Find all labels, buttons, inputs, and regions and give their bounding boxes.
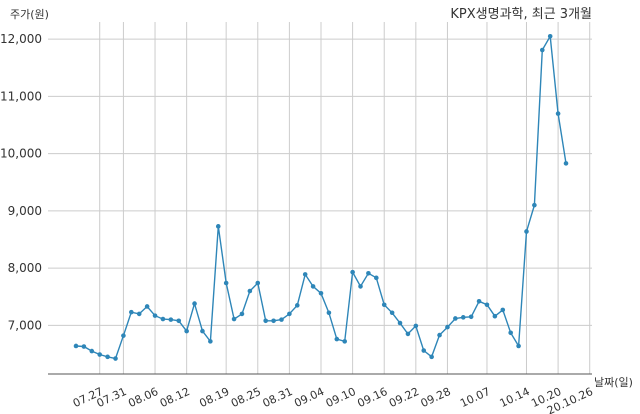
data-point: [421, 348, 427, 353]
data-point: [405, 331, 411, 337]
data-point: [468, 314, 474, 320]
data-point: [81, 344, 87, 349]
x-tick-label: 08.19: [197, 385, 231, 410]
data-point: [334, 336, 340, 342]
data-point: [263, 318, 268, 324]
x-tick-label: 08.06: [126, 385, 160, 410]
data-point: [326, 310, 332, 316]
x-tick-label: 10.14: [498, 385, 532, 410]
data-point: [239, 311, 245, 317]
x-tick-label: 09.22: [387, 385, 421, 410]
data-point: [524, 229, 529, 234]
data-point: [97, 352, 103, 357]
data-point: [492, 313, 498, 319]
data-point: [532, 202, 537, 208]
x-tick-label: 08.12: [158, 385, 192, 410]
data-point: [453, 316, 458, 321]
data-point: [279, 317, 284, 322]
data-point: [73, 343, 79, 349]
data-point: [366, 270, 371, 276]
data-point: [413, 323, 419, 329]
data-point: [208, 339, 213, 344]
x-tick-label: 09.04: [292, 385, 326, 410]
data-point: [192, 301, 197, 306]
data-point: [389, 310, 395, 316]
y-axis-label: 주가(원): [10, 8, 49, 21]
data-point: [547, 34, 553, 39]
data-point: [152, 313, 158, 318]
data-point: [136, 311, 142, 317]
data-point: [255, 280, 261, 286]
data-point: [381, 302, 387, 308]
data-point: [555, 111, 561, 116]
data-point: [539, 47, 545, 53]
data-point: [374, 275, 379, 281]
data-point: [223, 280, 229, 286]
chart-title: KPX생명과학, 최근 3개월: [450, 7, 592, 22]
data-point: [113, 356, 118, 361]
gridlines: [48, 22, 592, 374]
data-point: [350, 269, 355, 275]
y-tick-label: 7,000: [8, 318, 42, 332]
data-point: [310, 284, 316, 289]
y-tick-label: 11,000: [0, 89, 42, 103]
data-point: [121, 333, 126, 338]
data-point: [437, 332, 442, 338]
x-tick-label: 10.07: [458, 385, 492, 410]
x-tick-label: 08.25: [229, 385, 263, 410]
data-point: [484, 302, 490, 308]
data-point: [160, 316, 166, 322]
data-point: [563, 161, 569, 166]
data-point: [247, 288, 253, 294]
data-point: [184, 328, 189, 334]
y-tick-label: 10,000: [0, 147, 42, 161]
data-point: [231, 316, 237, 322]
data-point: [215, 224, 221, 229]
data-point: [176, 318, 182, 324]
y-tick-labels: 7,000 8,000 9,000 10,000 11,000 12,000: [0, 32, 42, 332]
data-point: [302, 272, 308, 277]
x-axis-label: 날짜(일): [594, 375, 633, 389]
x-tick-label: 08.31: [261, 385, 295, 410]
data-point: [429, 354, 434, 360]
data-point: [516, 343, 521, 349]
data-point: [89, 348, 95, 354]
data-point: [500, 307, 506, 313]
data-point: [397, 320, 403, 326]
data-point: [445, 324, 450, 330]
data-point: [476, 299, 482, 304]
data-point: [342, 339, 348, 344]
y-tick-label: 12,000: [0, 32, 42, 46]
y-tick-label: 9,000: [8, 204, 42, 218]
x-tick-label: 09.10: [324, 385, 358, 410]
data-point: [358, 284, 363, 289]
data-point: [129, 309, 134, 315]
data-point: [271, 318, 276, 324]
data-point: [294, 303, 300, 308]
data-point: [144, 304, 150, 309]
data-point: [508, 330, 513, 336]
data-point: [168, 317, 174, 322]
data-point: [287, 311, 292, 317]
data-point: [105, 354, 110, 360]
data-points: [73, 34, 569, 361]
y-tick-label: 8,000: [8, 261, 42, 275]
x-tick-label: 09.28: [419, 385, 453, 410]
data-point: [200, 328, 205, 334]
data-point: [460, 315, 466, 320]
x-tick-label: 09.16: [355, 385, 389, 410]
data-point: [318, 290, 324, 296]
